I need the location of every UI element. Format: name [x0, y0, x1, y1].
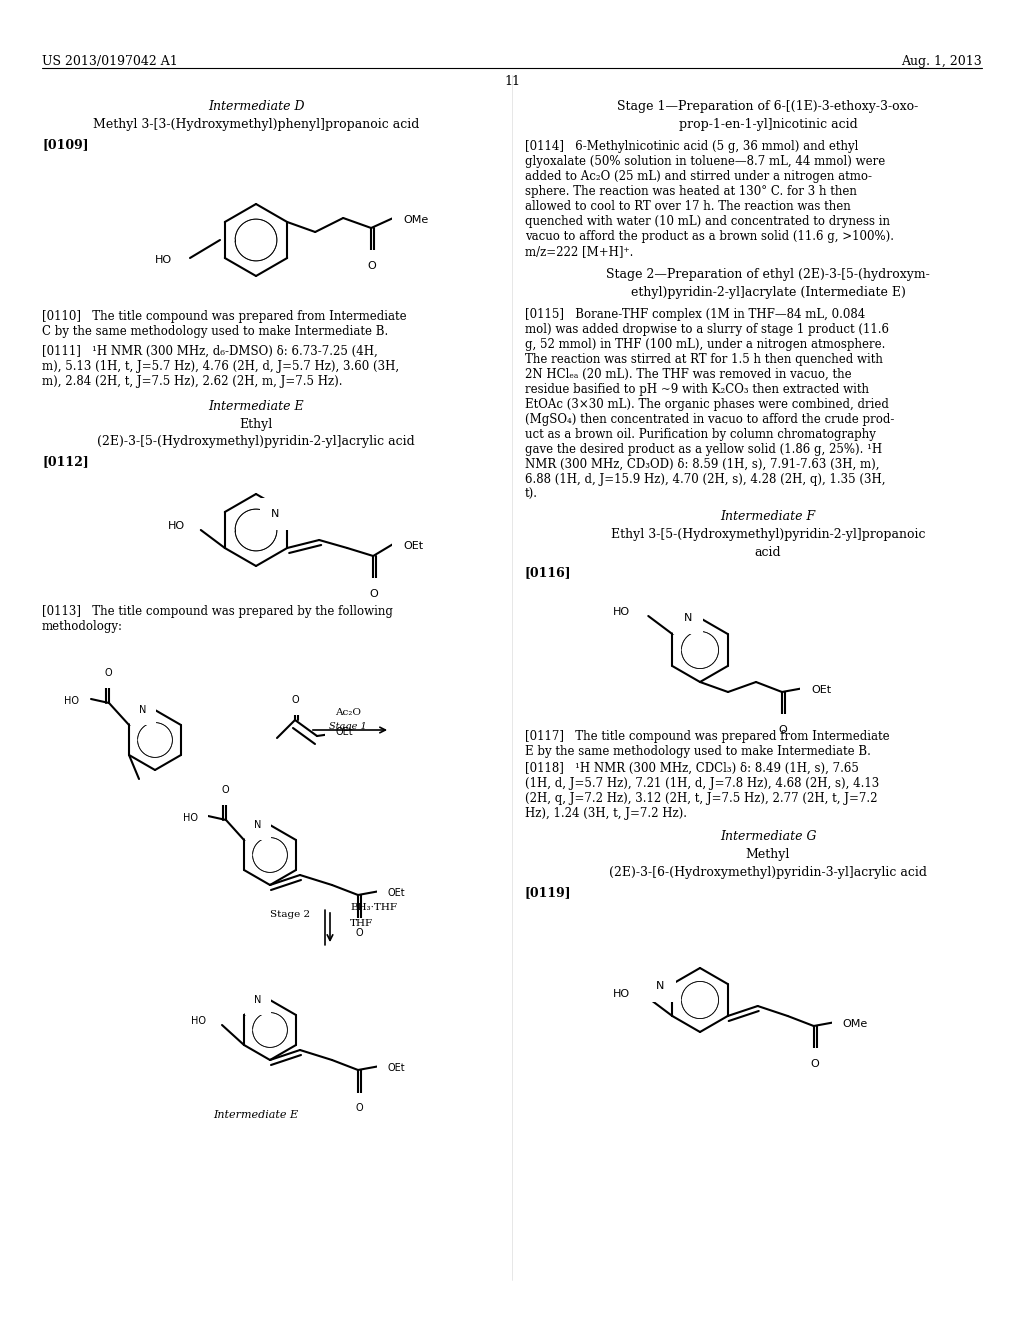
Text: O: O: [368, 261, 377, 271]
Text: (MgSO₄) then concentrated in vacuo to afford the crude prod-: (MgSO₄) then concentrated in vacuo to af…: [525, 413, 894, 426]
Text: vacuo to afford the product as a brown solid (11.6 g, >100%).: vacuo to afford the product as a brown s…: [525, 230, 894, 243]
Text: N: N: [139, 705, 146, 715]
Text: N: N: [254, 820, 262, 830]
Text: gave the desired product as a yellow solid (1.86 g, 25%). ¹H: gave the desired product as a yellow sol…: [525, 444, 882, 455]
Text: Intermediate G: Intermediate G: [720, 830, 816, 843]
Text: Intermediate D: Intermediate D: [208, 100, 304, 114]
Text: (2H, q, J=7.2 Hz), 3.12 (2H, t, J=7.5 Hz), 2.77 (2H, t, J=7.2: (2H, q, J=7.2 Hz), 3.12 (2H, t, J=7.5 Hz…: [525, 792, 878, 805]
Text: [0114]   6-Methylnicotinic acid (5 g, 36 mmol) and ethyl: [0114] 6-Methylnicotinic acid (5 g, 36 m…: [525, 140, 858, 153]
Text: OEt: OEt: [335, 727, 352, 737]
Text: Methyl: Methyl: [745, 847, 791, 861]
Text: N: N: [684, 612, 692, 623]
Text: Hz), 1.24 (3H, t, J=7.2 Hz).: Hz), 1.24 (3H, t, J=7.2 Hz).: [525, 807, 687, 820]
Text: quenched with water (10 mL) and concentrated to dryness in: quenched with water (10 mL) and concentr…: [525, 215, 890, 228]
Text: t).: t).: [525, 488, 538, 502]
Text: HO: HO: [191, 1016, 206, 1026]
Text: EtOAc (3×30 mL). The organic phases were combined, dried: EtOAc (3×30 mL). The organic phases were…: [525, 399, 889, 411]
Text: mol) was added dropwise to a slurry of stage 1 product (11.6: mol) was added dropwise to a slurry of s…: [525, 323, 889, 337]
Text: ethyl)pyridin-2-yl]acrylate (Intermediate E): ethyl)pyridin-2-yl]acrylate (Intermediat…: [631, 286, 905, 300]
Text: OEt: OEt: [387, 1063, 404, 1073]
Text: NMR (300 MHz, CD₃OD) δ: 8.59 (1H, s), 7.91-7.63 (3H, m),: NMR (300 MHz, CD₃OD) δ: 8.59 (1H, s), 7.…: [525, 458, 880, 471]
Text: prop-1-en-1-yl]nicotinic acid: prop-1-en-1-yl]nicotinic acid: [679, 117, 857, 131]
Text: [0116]: [0116]: [525, 566, 571, 579]
Text: OMe: OMe: [403, 215, 428, 224]
Text: [0115]   Borane-THF complex (1M in THF—84 mL, 0.084: [0115] Borane-THF complex (1M in THF—84 …: [525, 308, 865, 321]
Text: O: O: [221, 785, 228, 795]
Text: Intermediate F: Intermediate F: [721, 510, 815, 523]
Text: [0118]   ¹H NMR (300 MHz, CDCl₃) δ: 8.49 (1H, s), 7.65: [0118] ¹H NMR (300 MHz, CDCl₃) δ: 8.49 (…: [525, 762, 859, 775]
Text: HO: HO: [183, 813, 198, 822]
Text: Ethyl: Ethyl: [240, 418, 272, 432]
Text: Stage 1: Stage 1: [329, 722, 367, 731]
Text: HO: HO: [155, 255, 172, 265]
Text: THF: THF: [350, 919, 373, 928]
Text: HO: HO: [613, 607, 631, 616]
Text: [0117]   The title compound was prepared from Intermediate: [0117] The title compound was prepared f…: [525, 730, 890, 743]
Text: O: O: [104, 668, 112, 678]
Text: N: N: [254, 995, 262, 1005]
Text: O: O: [370, 589, 379, 599]
Text: OMe: OMe: [843, 1019, 868, 1030]
Text: E by the same methodology used to make Intermediate B.: E by the same methodology used to make I…: [525, 744, 870, 758]
Text: O: O: [810, 1059, 819, 1069]
Text: m/z=222 [M+H]⁺.: m/z=222 [M+H]⁺.: [525, 246, 634, 257]
Text: OEt: OEt: [811, 685, 831, 696]
Text: OEt: OEt: [403, 541, 423, 550]
Text: allowed to cool to RT over 17 h. The reaction was then: allowed to cool to RT over 17 h. The rea…: [525, 201, 851, 213]
Text: methodology:: methodology:: [42, 620, 123, 634]
Text: [0112]: [0112]: [42, 455, 89, 469]
Text: Stage 2—Preparation of ethyl (2E)-3-[5-(hydroxym-: Stage 2—Preparation of ethyl (2E)-3-[5-(…: [606, 268, 930, 281]
Text: 11: 11: [504, 75, 520, 88]
Text: Methyl 3-[3-(Hydroxymethyl)phenyl]propanoic acid: Methyl 3-[3-(Hydroxymethyl)phenyl]propan…: [93, 117, 419, 131]
Text: O: O: [355, 1104, 362, 1113]
Text: sphere. The reaction was heated at 130° C. for 3 h then: sphere. The reaction was heated at 130° …: [525, 185, 857, 198]
Text: g, 52 mmol) in THF (100 mL), under a nitrogen atmosphere.: g, 52 mmol) in THF (100 mL), under a nit…: [525, 338, 886, 351]
Text: O: O: [355, 928, 362, 939]
Text: OEt: OEt: [387, 888, 404, 898]
Text: m), 5.13 (1H, t, J=5.7 Hz), 4.76 (2H, d, J=5.7 Hz), 3.60 (3H,: m), 5.13 (1H, t, J=5.7 Hz), 4.76 (2H, d,…: [42, 360, 399, 374]
Text: N: N: [656, 981, 665, 991]
Text: [0119]: [0119]: [525, 886, 571, 899]
Text: Ethyl 3-[5-(Hydroxymethyl)pyridin-2-yl]propanoic: Ethyl 3-[5-(Hydroxymethyl)pyridin-2-yl]p…: [610, 528, 926, 541]
Text: m), 2.84 (2H, t, J=7.5 Hz), 2.62 (2H, m, J=7.5 Hz).: m), 2.84 (2H, t, J=7.5 Hz), 2.62 (2H, m,…: [42, 375, 342, 388]
Text: (2E)-3-[5-(Hydroxymethyl)pyridin-2-yl]acrylic acid: (2E)-3-[5-(Hydroxymethyl)pyridin-2-yl]ac…: [97, 436, 415, 447]
Text: 6.88 (1H, d, J=15.9 Hz), 4.70 (2H, s), 4.28 (2H, q), 1.35 (3H,: 6.88 (1H, d, J=15.9 Hz), 4.70 (2H, s), 4…: [525, 473, 886, 486]
Text: uct as a brown oil. Purification by column chromatography: uct as a brown oil. Purification by colu…: [525, 428, 876, 441]
Text: (2E)-3-[6-(Hydroxymethyl)pyridin-3-yl]acrylic acid: (2E)-3-[6-(Hydroxymethyl)pyridin-3-yl]ac…: [609, 866, 927, 879]
Text: O: O: [291, 696, 299, 705]
Text: [0111]   ¹H NMR (300 MHz, d₆-DMSO) δ: 6.73-7.25 (4H,: [0111] ¹H NMR (300 MHz, d₆-DMSO) δ: 6.73…: [42, 345, 378, 358]
Text: added to Ac₂O (25 mL) and stirred under a nitrogen atmo-: added to Ac₂O (25 mL) and stirred under …: [525, 170, 872, 183]
Text: [0113]   The title compound was prepared by the following: [0113] The title compound was prepared b…: [42, 605, 393, 618]
Text: residue basified to pH ~9 with K₂CO₃ then extracted with: residue basified to pH ~9 with K₂CO₃ the…: [525, 383, 869, 396]
Text: HO: HO: [168, 521, 184, 531]
Text: [0109]: [0109]: [42, 139, 89, 150]
Text: 2N HClₑₐ (20 mL). The THF was removed in vacuo, the: 2N HClₑₐ (20 mL). The THF was removed in…: [525, 368, 852, 381]
Text: US 2013/0197042 A1: US 2013/0197042 A1: [42, 55, 178, 69]
Text: The reaction was stirred at RT for 1.5 h then quenched with: The reaction was stirred at RT for 1.5 h…: [525, 352, 883, 366]
Text: (1H, d, J=5.7 Hz), 7.21 (1H, d, J=7.8 Hz), 4.68 (2H, s), 4.13: (1H, d, J=5.7 Hz), 7.21 (1H, d, J=7.8 Hz…: [525, 777, 880, 789]
Text: BH₃·THF: BH₃·THF: [350, 903, 397, 912]
Text: N: N: [271, 510, 280, 519]
Text: Stage 1—Preparation of 6-[(1E)-3-ethoxy-3-oxo-: Stage 1—Preparation of 6-[(1E)-3-ethoxy-…: [617, 100, 919, 114]
Text: HO: HO: [65, 696, 79, 706]
Text: Intermediate E: Intermediate E: [208, 400, 304, 413]
Text: HO: HO: [613, 989, 631, 999]
Text: Ac₂O: Ac₂O: [335, 708, 361, 717]
Text: glyoxalate (50% solution in toluene—8.7 mL, 44 mmol) were: glyoxalate (50% solution in toluene—8.7 …: [525, 154, 886, 168]
Text: Aug. 1, 2013: Aug. 1, 2013: [901, 55, 982, 69]
Text: acid: acid: [755, 546, 781, 558]
Text: O: O: [778, 725, 787, 735]
Text: [0110]   The title compound was prepared from Intermediate
C by the same methodo: [0110] The title compound was prepared f…: [42, 310, 407, 338]
Text: Stage 2: Stage 2: [270, 909, 310, 919]
Text: Intermediate E: Intermediate E: [213, 1110, 299, 1119]
